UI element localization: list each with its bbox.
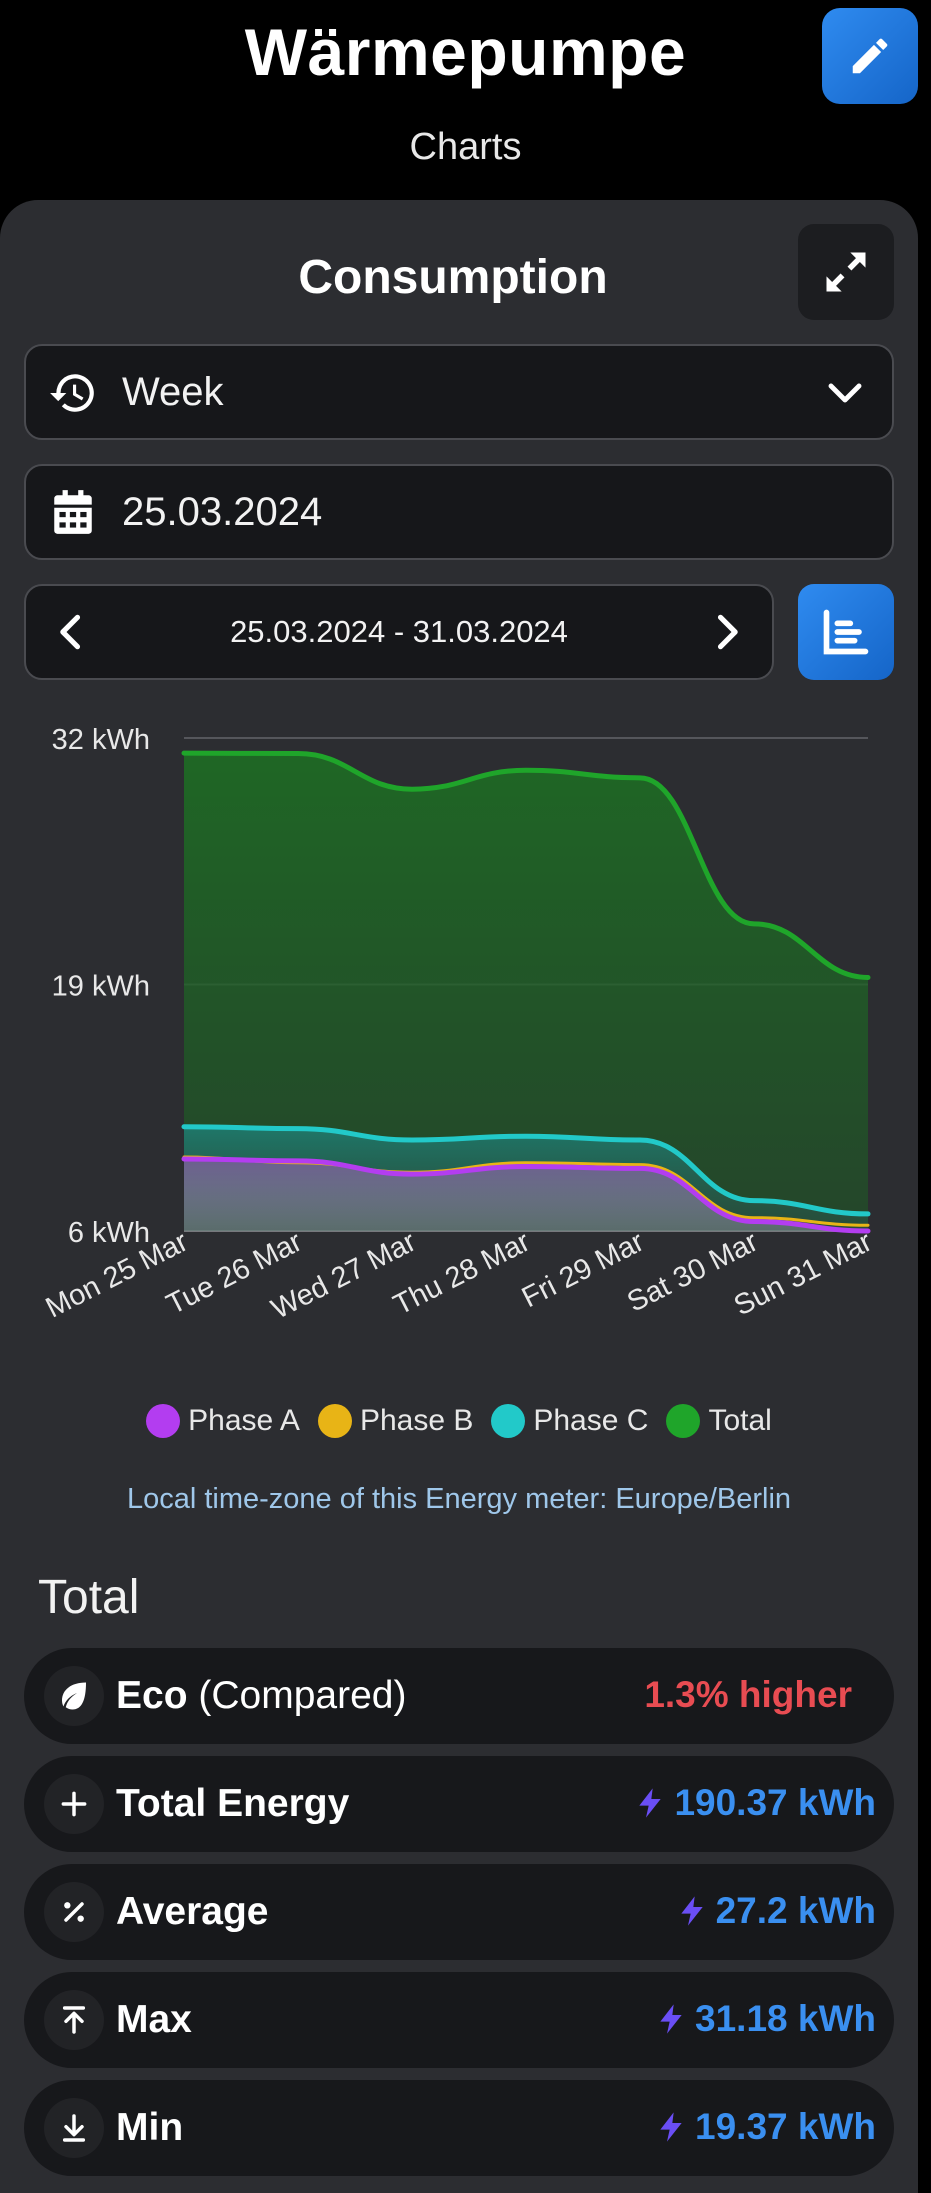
date-picker[interactable]: 25.03.2024 xyxy=(24,464,894,560)
totals-title: Total xyxy=(38,1571,140,1624)
arrow-down-to-line-icon xyxy=(62,2114,86,2142)
min-row: Min 19.37 kWh xyxy=(24,2080,894,2176)
leaf-icon xyxy=(62,1682,86,1710)
chevron-left-icon[interactable] xyxy=(50,610,94,654)
card-title: Consumption xyxy=(298,251,608,304)
arrow-up-to-line-icon xyxy=(62,2006,86,2034)
period-select[interactable]: Week xyxy=(24,344,894,440)
bar-chart-icon xyxy=(823,609,869,655)
chart-legend: Phase A Phase B Phase C Total xyxy=(0,1404,918,1438)
consumption-card: Consumption Week 25.03.2024 25.03.2024 -… xyxy=(0,200,918,2193)
range-navigator: 25.03.2024 - 31.03.2024 xyxy=(24,584,774,680)
bolt-icon xyxy=(680,1896,703,1926)
legend-label: Phase C xyxy=(533,1404,649,1437)
total-energy-icon-wrap xyxy=(44,1774,104,1834)
history-icon xyxy=(50,374,94,412)
eco-label: Eco (Compared) xyxy=(116,1674,407,1717)
max-icon-wrap xyxy=(44,1990,104,2050)
series-area-total xyxy=(184,753,868,1231)
expand-button[interactable] xyxy=(798,224,894,320)
legend-item[interactable]: Phase A xyxy=(146,1404,300,1438)
timezone-note: Local time-zone of this Energy meter: Eu… xyxy=(126,1483,792,1515)
chart-type-button[interactable] xyxy=(798,584,894,680)
eco-row: Eco (Compared) 1.3% higher xyxy=(24,1648,894,1744)
chevron-down-icon xyxy=(828,383,862,403)
y-tick-label: 32 kWh xyxy=(52,724,150,756)
date-value: 25.03.2024 xyxy=(122,490,323,534)
total-energy-row: Total Energy 190.37 kWh xyxy=(24,1756,894,1852)
legend-dot xyxy=(666,1404,701,1438)
average-label: Average xyxy=(116,1890,269,1933)
page-header: Wärmepumpe Charts xyxy=(0,0,931,200)
average-value: 27.2 kWh xyxy=(676,1890,876,1932)
legend-dot xyxy=(491,1404,526,1438)
bolt-icon xyxy=(660,2004,682,2034)
average-row: Average 27.2 kWh xyxy=(24,1864,894,1960)
legend-item[interactable]: Phase B xyxy=(317,1404,474,1438)
page-title: Wärmepumpe xyxy=(244,15,687,89)
min-label: Min xyxy=(116,2106,184,2149)
average-icon-wrap xyxy=(44,1882,104,1942)
period-value: Week xyxy=(122,370,224,414)
y-tick-label: 19 kWh xyxy=(52,971,150,1003)
legend-label: Phase A xyxy=(188,1404,300,1437)
eco-icon-wrap xyxy=(44,1666,104,1726)
legend-dot xyxy=(317,1404,352,1438)
eco-value: 1.3% higher xyxy=(644,1674,852,1715)
max-row: Max 31.18 kWh xyxy=(24,1972,894,2068)
calendar-icon xyxy=(54,490,92,534)
page-subtitle: Charts xyxy=(409,126,522,168)
max-label: Max xyxy=(116,1998,192,2041)
bolt-icon xyxy=(660,2112,682,2142)
edit-button[interactable] xyxy=(822,8,918,104)
max-value: 31.18 kWh xyxy=(655,1998,876,2040)
min-icon-wrap xyxy=(44,2098,104,2158)
legend-label: Total xyxy=(708,1404,772,1437)
percent-icon xyxy=(64,1902,84,1922)
total-energy-value: 190.37 kWh xyxy=(634,1782,876,1824)
legend-item[interactable]: Phase C xyxy=(491,1404,648,1438)
pencil-icon xyxy=(852,38,888,74)
legend-dot xyxy=(146,1404,181,1438)
expand-icon xyxy=(826,252,866,292)
plus-icon xyxy=(61,1791,87,1817)
series-area-phase-a xyxy=(184,1158,868,1231)
date-range-label: 25.03.2024 - 31.03.2024 xyxy=(230,614,568,649)
bolt-icon xyxy=(639,1788,662,1818)
min-value: 19.37 kWh xyxy=(655,2106,876,2148)
total-energy-label: Total Energy xyxy=(116,1782,350,1825)
chevron-right-icon[interactable] xyxy=(704,610,748,654)
y-tick-label: 6 kWh xyxy=(68,1217,150,1249)
legend-label: Phase B xyxy=(359,1404,474,1437)
legend-item[interactable]: Total xyxy=(666,1404,772,1438)
